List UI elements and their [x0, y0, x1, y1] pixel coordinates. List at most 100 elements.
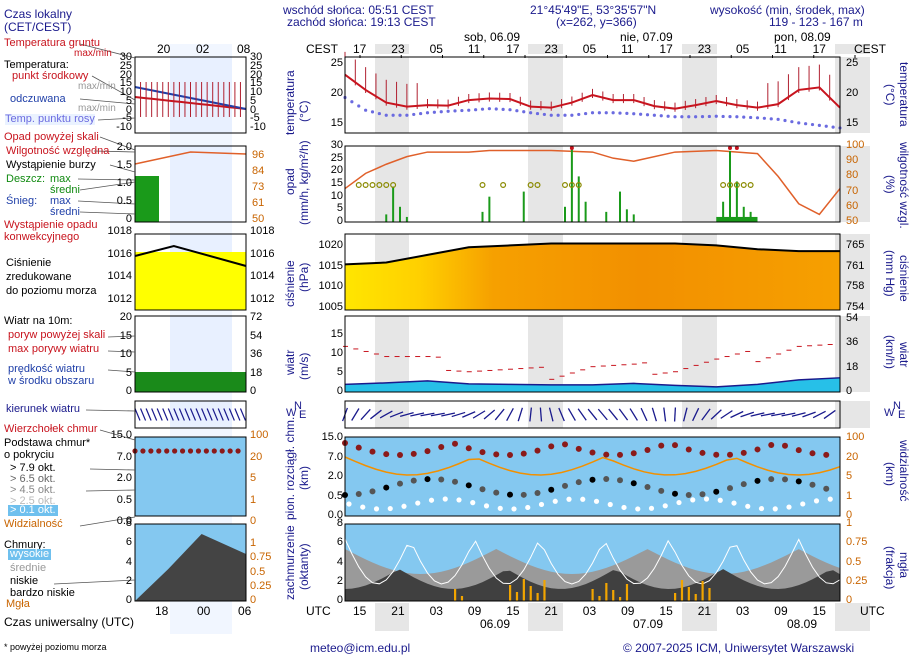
cloud-base-dot-light: [483, 503, 490, 509]
cloud-top-dot: [534, 447, 541, 454]
contact-email-link[interactable]: meteo@icm.edu.pl: [310, 641, 411, 655]
cloud-base-dot-light: [800, 501, 806, 507]
wind-direction-arrow: [597, 408, 608, 421]
wind-direction-arrow: [720, 410, 733, 419]
dew-point-dot: [735, 115, 739, 119]
side-tick-label: 1: [250, 537, 257, 549]
tick-label: 20: [330, 87, 343, 99]
legend-leader: [107, 369, 136, 373]
rain-bar: [577, 176, 580, 222]
side-tick-label: 1014: [250, 270, 275, 283]
dew-point-dot: [666, 114, 670, 118]
hour-label-bottom: 03: [429, 604, 443, 618]
cloud-base-dot: [493, 489, 500, 496]
utc-right: UTC: [860, 604, 885, 618]
legend-snow-mid: średni: [50, 206, 80, 218]
tick-label: 0: [336, 594, 343, 606]
dew-point-dot: [611, 111, 615, 115]
cloud-top-dot: [740, 449, 747, 456]
cloud-base-dot-light: [442, 496, 448, 502]
legend-utc: Czas uniwersalny (UTC): [4, 615, 135, 629]
rain-bar: [481, 211, 484, 222]
night-band: [528, 57, 563, 133]
tick-label: 20: [846, 450, 859, 463]
hour-label-bottom: 15: [812, 604, 826, 618]
side-cloud-top-dot: [219, 448, 225, 454]
legend-dew-point: Temp. punktu rosy: [5, 113, 95, 125]
legend-rain-max: max: [50, 173, 71, 185]
side-tick-label: 1018: [107, 225, 132, 237]
side-hour-bottom-3: 06: [238, 604, 252, 618]
side-cover-area: [135, 534, 246, 601]
night-band: [682, 57, 717, 133]
dew-point-dot: [639, 112, 643, 116]
cloud-base-dot: [699, 491, 706, 498]
cloud-base-dot: [658, 487, 665, 494]
legend-storm: Wystąpienie burzy: [6, 159, 96, 171]
side-tick-label: 15: [250, 77, 263, 90]
dew-point-dot: [398, 113, 402, 117]
night-band: [528, 44, 563, 54]
side-cloud-top-dot: [156, 448, 162, 454]
side-tick-label: 15.0: [110, 429, 132, 441]
night-band: [682, 316, 717, 392]
fog-bar: [515, 592, 519, 601]
pressure-line: [344, 242, 840, 266]
legend-okt-45: > 4.5 okt.: [10, 484, 56, 496]
cloud-base-dot-light: [360, 504, 366, 510]
fog-bar: [460, 596, 464, 601]
tick-label: 6: [336, 536, 343, 549]
legend-snow-max: max: [50, 195, 71, 207]
hour-label-bottom: 21: [391, 604, 405, 618]
side-tick-label: 72: [250, 311, 263, 323]
side-hour-bottom-2: 00: [197, 604, 211, 618]
cloud-base-dot-light: [827, 496, 833, 502]
side-frame-dir: [134, 400, 247, 429]
wind-direction-arrow: [812, 410, 826, 419]
convective-marker: [728, 146, 732, 150]
cloud-base-dot-light: [786, 504, 792, 510]
wind-direction-arrow: [506, 408, 514, 421]
tick-label: 5: [846, 470, 853, 482]
wind-direction-arrow: [483, 409, 496, 420]
side-wind-area: [135, 372, 246, 392]
tick-label: 0.0: [327, 509, 343, 521]
dew-point-dot: [831, 125, 835, 129]
rain-bar: [392, 186, 395, 222]
cloud-base-dot: [782, 476, 788, 483]
wind-direction-arrow: [781, 412, 796, 417]
cloud-top-dot: [727, 451, 733, 458]
dew-point-dot: [700, 115, 705, 119]
legend-leader: [77, 200, 136, 205]
dew-point-dot: [728, 115, 732, 119]
fog-bar: [708, 588, 711, 601]
dew-point-dot: [432, 110, 436, 114]
cloud-base-dot: [823, 485, 830, 492]
wind-direction-arrow: [791, 412, 806, 417]
side-wind-arrow: [173, 408, 180, 421]
tick-label: 0.25: [846, 574, 868, 587]
side-tick-label: 0: [250, 103, 257, 116]
cloud-base-dot: [507, 491, 513, 498]
dew-point-dot: [577, 112, 581, 117]
tick-label: 60: [846, 199, 859, 212]
legend-leader: [79, 516, 136, 527]
tick-label: 54: [846, 312, 859, 324]
dew-point-dot: [769, 117, 773, 121]
cloud-top-dot: [548, 443, 555, 450]
side-hour-bottom-1: 18: [155, 604, 169, 618]
side-tick-label: 1012: [250, 293, 275, 305]
dew-point-dot: [556, 113, 560, 117]
wind-direction-arrow: [618, 408, 629, 421]
side-tick-label: 1018: [250, 225, 275, 237]
night-band: [528, 603, 563, 631]
storm-marker: [383, 182, 390, 189]
side-wind-arrow: [156, 408, 163, 421]
rain-bar: [632, 214, 635, 222]
dew-point-dot: [762, 116, 766, 120]
cloud-top-dot: [685, 446, 692, 453]
side-tick-label: 1014: [107, 270, 132, 283]
side-wind-arrow: [162, 408, 169, 421]
wind-direction-arrow: [494, 408, 505, 421]
tick-label: 90: [846, 154, 859, 167]
